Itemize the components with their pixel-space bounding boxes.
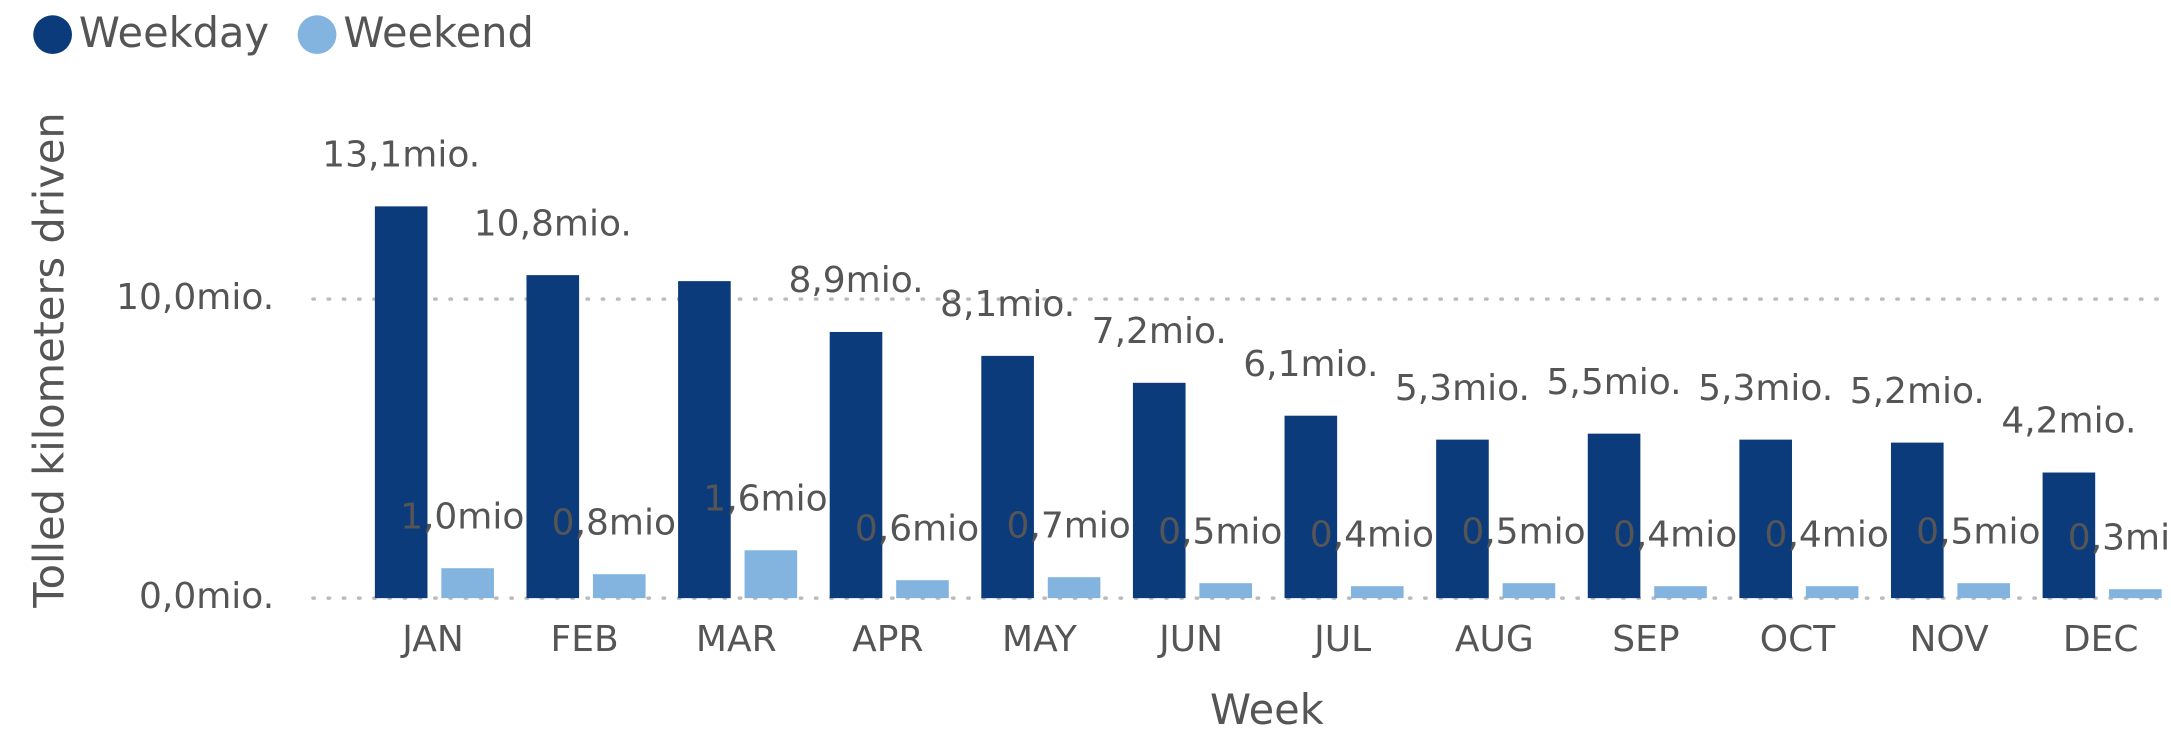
bar	[1502, 583, 1556, 599]
bar	[592, 574, 646, 599]
x-tick-label: MAR	[696, 619, 777, 660]
data-label: 7,2mio.	[1092, 311, 1227, 352]
x-tick-label: MAY	[1002, 619, 1078, 660]
bar	[1890, 442, 1944, 599]
x-tick-label: DEC	[2063, 619, 2139, 660]
x-tick-label: JAN	[400, 619, 464, 660]
x-tick-label: SEP	[1612, 619, 1679, 660]
x-tick-label: NOV	[1910, 619, 1990, 660]
data-label: 10,8mio.	[474, 203, 632, 244]
data-label: 5,5mio.	[1547, 362, 1682, 403]
legend-label: Weekday	[79, 8, 269, 57]
data-label: 0,8mio.	[552, 502, 687, 543]
data-label: 0,4mio.	[1765, 514, 1900, 555]
data-label: 0,3mio.	[2068, 517, 2171, 558]
bar	[2042, 472, 2096, 599]
y-tick-label: 0,0mio.	[139, 576, 274, 617]
data-label: 4,2mio.	[2001, 401, 2136, 442]
x-tick-label: JUL	[1312, 619, 1371, 660]
data-label: 8,9mio.	[788, 260, 923, 301]
legend-label: Weekend	[343, 8, 533, 57]
x-tick-label: APR	[852, 619, 923, 660]
data-label: 5,3mio.	[1395, 368, 1530, 409]
bar	[829, 331, 883, 599]
bar	[1805, 586, 1859, 599]
bar	[744, 550, 798, 599]
bar	[1957, 583, 2011, 599]
data-label: 0,4mio.	[1613, 514, 1748, 555]
data-label: 13,1mio.	[322, 135, 480, 176]
bar	[1436, 439, 1489, 599]
data-label: 0,5mio.	[1461, 511, 1596, 552]
bar	[1284, 415, 1338, 599]
data-label: 0,4mio.	[1310, 514, 1445, 555]
chart-body: Week Tolled kilometers driven Weekday Wee…	[25, 8, 2171, 734]
bar	[441, 568, 494, 599]
bar	[1132, 382, 1186, 599]
data-label: 1,0mio.	[400, 496, 535, 537]
legend-marker	[33, 15, 72, 54]
x-tick-label: FEB	[551, 619, 619, 660]
data-label: 5,3mio.	[1698, 368, 1833, 409]
data-label: 6,1mio.	[1243, 344, 1378, 385]
bar	[896, 580, 949, 599]
data-label: 0,5mio.	[1158, 511, 1293, 552]
x-tick-label: JUN	[1157, 619, 1223, 660]
data-label: 8,1mio.	[940, 284, 1075, 325]
legend-marker	[297, 15, 337, 54]
bar	[1739, 439, 1792, 599]
x-axis-title: Week	[1210, 685, 1324, 734]
data-label: 0,6mio.	[855, 508, 990, 549]
bar	[1587, 433, 1641, 599]
data-label: 5,2mio.	[1850, 371, 1985, 412]
bar	[1199, 583, 1252, 599]
bar	[1350, 586, 1404, 599]
bar	[374, 206, 428, 599]
x-tick-label: AUG	[1455, 619, 1534, 660]
y-tick-label: 10,0mio.	[116, 277, 274, 318]
bar	[2109, 589, 2162, 599]
bar	[981, 355, 1034, 599]
bar	[1047, 577, 1101, 599]
data-label: 0,5mio.	[1916, 511, 2051, 552]
bar	[526, 275, 580, 599]
bar	[1654, 586, 1707, 599]
data-label: 1,6mio.	[703, 478, 838, 519]
x-tick-label: OCT	[1760, 619, 1836, 660]
bar	[678, 281, 731, 599]
y-axis-title: Tolled kilometers driven	[25, 112, 74, 608]
data-label: 0,7mio.	[1007, 505, 1142, 546]
